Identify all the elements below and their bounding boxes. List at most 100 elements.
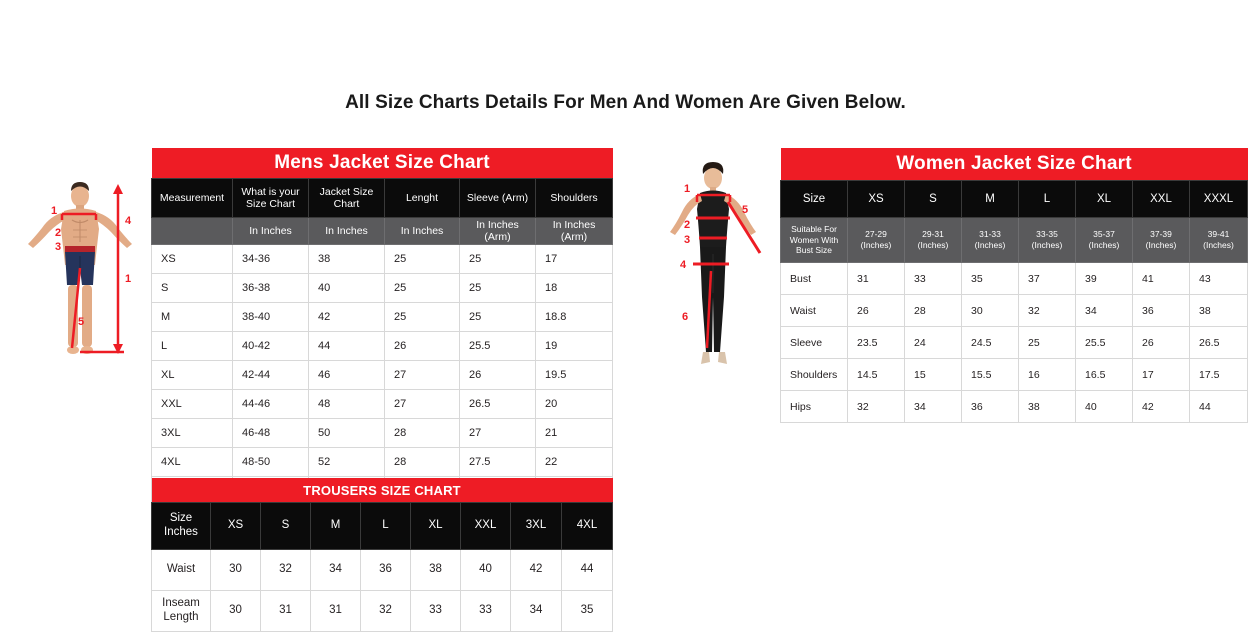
table-row: Waist 26 28 30 32 34 36 38 — [780, 294, 1248, 327]
women-subheader-row: Suitable For Women With Bust Size 27-29 … — [780, 217, 1248, 263]
trousers-col-header-size-inches: Size Inches — [151, 502, 211, 550]
cell-size: XXL — [151, 389, 233, 419]
cell-your-size: 42-44 — [232, 360, 309, 390]
cell-sleeve: 25 — [459, 302, 536, 332]
trousers-col-header-l: L — [360, 502, 411, 550]
women-subheader-l: 33-35 (Inches) — [1018, 217, 1076, 263]
women-subheader-xxl: 37-39 (Inches) — [1132, 217, 1190, 263]
cell-waist-l: 36 — [360, 549, 411, 591]
cell-shoulders-l: 16 — [1018, 358, 1076, 391]
cell-sleeve-l: 25 — [1018, 326, 1076, 359]
cell-waist-xxxl: 38 — [1189, 294, 1248, 327]
cell-size: 4XL — [151, 447, 233, 477]
row-label-shoulders: Shoulders — [780, 358, 848, 391]
women-subheader-m: 31-33 (Inches) — [961, 217, 1019, 263]
cell-size: XS — [151, 244, 233, 274]
cell-shoulders-xxl: 17 — [1132, 358, 1190, 391]
cell-your-size: 48-50 — [232, 447, 309, 477]
svg-text:3: 3 — [55, 241, 61, 253]
table-row: XL 42-44 46 27 26 19.5 — [151, 360, 614, 390]
cell-length: 25 — [384, 302, 460, 332]
cell-hips-m: 36 — [961, 390, 1019, 423]
cell-sleeve-xxl: 26 — [1132, 326, 1190, 359]
cell-sleeve-s: 24 — [904, 326, 962, 359]
cell-shoulders: 22 — [534, 447, 614, 477]
cell-shoulders: 19.5 — [534, 360, 614, 390]
table-row: L 40-42 44 26 25.5 19 — [151, 331, 614, 361]
cell-your-size: 38-40 — [232, 302, 309, 332]
cell-your-size: 46-48 — [232, 418, 309, 448]
svg-text:6: 6 — [682, 311, 688, 323]
female-measurement-figure: 1 2 3 4 5 6 — [655, 158, 775, 408]
cell-shoulders: 21 — [534, 418, 614, 448]
women-col-header-size: Size — [780, 180, 848, 218]
cell-sleeve-xl: 25.5 — [1075, 326, 1133, 359]
cell-shoulders: 18 — [534, 273, 614, 303]
cell-shoulders: 20 — [534, 389, 614, 419]
cell-size: 3XL — [151, 418, 233, 448]
cell-hips-xxl: 42 — [1132, 390, 1190, 423]
cell-length: 26 — [384, 331, 460, 361]
cell-jacket-size: 40 — [308, 273, 385, 303]
row-label-hips: Hips — [780, 390, 848, 423]
cell-size: L — [151, 331, 233, 361]
trousers-size-table: TROUSERS SIZE CHART Size Inches XS S M L… — [151, 478, 614, 632]
table-row: Waist 30 32 34 36 38 40 42 44 — [151, 549, 614, 591]
cell-waist-xxl: 40 — [460, 549, 511, 591]
cell-inseam-4xl: 35 — [560, 590, 614, 632]
cell-hips-s: 34 — [904, 390, 962, 423]
mens-subheader-jacket-size: In Inches — [308, 217, 385, 245]
cell-inseam-l: 32 — [360, 590, 411, 632]
cell-sleeve-m: 24.5 — [961, 326, 1019, 359]
table-row: Sleeve 23.5 24 24.5 25 25.5 26 26.5 — [780, 326, 1248, 359]
women-col-header-xxl: XXL — [1132, 180, 1190, 218]
table-row: XS 34-36 38 25 25 17 — [151, 244, 614, 274]
cell-inseam-xs: 30 — [210, 590, 261, 632]
cell-shoulders-s: 15 — [904, 358, 962, 391]
mens-chart-title-row: Mens Jacket Size Chart — [151, 148, 613, 179]
women-col-header-m: M — [961, 180, 1019, 218]
cell-bust-s: 33 — [904, 262, 962, 295]
svg-text:4: 4 — [680, 259, 687, 271]
cell-size: S — [151, 273, 233, 303]
mens-col-header-sleeve: Sleeve (Arm) — [459, 178, 536, 218]
cell-jacket-size: 46 — [308, 360, 385, 390]
women-chart-title-row: Women Jacket Size Chart — [780, 148, 1248, 181]
cell-hips-l: 38 — [1018, 390, 1076, 423]
svg-text:3: 3 — [684, 234, 690, 246]
cell-waist-l: 32 — [1018, 294, 1076, 327]
table-row: S 36-38 40 25 25 18 — [151, 273, 614, 303]
cell-hips-xl: 40 — [1075, 390, 1133, 423]
mens-subheader-sleeve: In Inches (Arm) — [459, 217, 536, 245]
cell-waist-xs: 30 — [210, 549, 261, 591]
cell-waist-4xl: 44 — [560, 549, 614, 591]
mens-size-table: Mens Jacket Size Chart Measurement What … — [151, 148, 614, 506]
cell-waist-3xl: 42 — [510, 549, 562, 591]
row-label-inseam-length: Inseam Length — [151, 590, 211, 632]
cell-waist-xl: 38 — [410, 549, 461, 591]
cell-jacket-size: 52 — [308, 447, 385, 477]
cell-bust-xl: 39 — [1075, 262, 1133, 295]
svg-text:2: 2 — [55, 227, 61, 239]
cell-bust-xs: 31 — [847, 262, 905, 295]
cell-your-size: 34-36 — [232, 244, 309, 274]
trousers-col-header-4xl: 4XL — [560, 502, 614, 550]
cell-bust-m: 35 — [961, 262, 1019, 295]
svg-text:4: 4 — [125, 215, 132, 227]
women-subheader-xl: 35-37 (Inches) — [1075, 217, 1133, 263]
women-subheader-s: 29-31 (Inches) — [904, 217, 962, 263]
women-col-header-xs: XS — [847, 180, 905, 218]
cell-waist-s: 32 — [260, 549, 311, 591]
mens-chart-title: Mens Jacket Size Chart — [274, 152, 490, 173]
cell-sleeve: 25 — [459, 273, 536, 303]
svg-text:5: 5 — [78, 316, 84, 328]
mens-subheader-your-size: In Inches — [232, 217, 309, 245]
cell-hips-xxxl: 44 — [1189, 390, 1248, 423]
cell-length: 28 — [384, 447, 460, 477]
cell-sleeve: 26.5 — [459, 389, 536, 419]
table-row: M 38-40 42 25 25 18.8 — [151, 302, 614, 332]
cell-inseam-3xl: 34 — [510, 590, 562, 632]
cell-inseam-xl: 33 — [410, 590, 461, 632]
cell-waist-xl: 34 — [1075, 294, 1133, 327]
cell-inseam-s: 31 — [260, 590, 311, 632]
